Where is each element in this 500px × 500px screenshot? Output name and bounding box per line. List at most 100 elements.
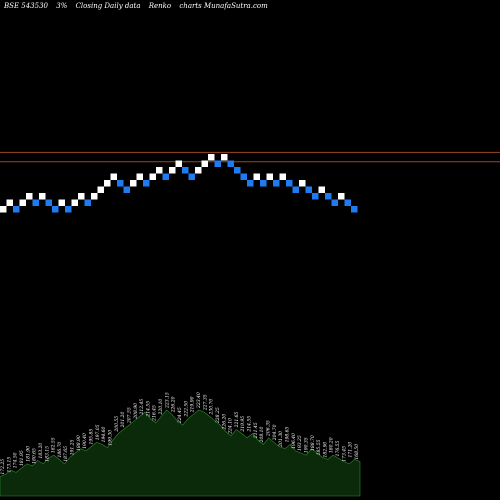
renko-brick-up <box>78 193 85 200</box>
renko-brick-down <box>65 206 72 213</box>
renko-brick-up <box>97 186 104 193</box>
renko-brick-down <box>32 199 39 206</box>
renko-brick-up <box>136 173 143 180</box>
renko-brick-up <box>253 173 260 180</box>
price-label: 181.95 <box>19 450 25 466</box>
price-label: 195.85 <box>89 429 95 445</box>
price-label: 183.15 <box>44 446 50 462</box>
price-label: 181.90 <box>25 446 31 462</box>
renko-brick-down <box>331 199 338 206</box>
price-label: 187.65 <box>63 446 69 462</box>
price-label: 190.35 <box>303 437 309 453</box>
volume-area <box>0 409 361 497</box>
price-label: 201.20 <box>120 411 126 428</box>
renko-brick-up <box>58 199 65 206</box>
renko-brick-up <box>338 193 345 200</box>
renko-brick-up <box>39 193 46 200</box>
price-label: 219.90 <box>190 396 196 413</box>
price-label: 194.60 <box>101 427 107 443</box>
price-label: 212.45 <box>139 399 145 416</box>
renko-brick-down <box>45 199 52 206</box>
renko-brick-up <box>130 180 137 187</box>
price-labels: 172.25 173.15 174.50 181.95 181.90 180.65 183.… <box>0 392 360 475</box>
renko-brick-up <box>6 199 13 206</box>
renko-brick-up <box>221 154 228 161</box>
renko-bricks <box>0 154 358 213</box>
price-label: 176.55 <box>335 440 341 456</box>
renko-brick-down <box>13 206 20 213</box>
price-label: 182.55 <box>51 437 57 453</box>
price-label: 224.45 <box>177 407 183 424</box>
site-label: charts MunafaSutra.com <box>179 2 268 10</box>
renko-brick-up <box>91 193 98 200</box>
chart-header: BSE 543530 3% Closing Daily data Renko c… <box>4 2 274 10</box>
renko-brick-down <box>312 193 319 200</box>
price-label: 226.20 <box>171 396 177 413</box>
price-label: 220.10 <box>158 399 164 416</box>
price-label: 174.50 <box>13 452 19 468</box>
renko-brick-down <box>325 193 332 200</box>
renko-brick-down <box>162 173 169 180</box>
price-label: 214.55 <box>145 401 151 418</box>
renko-brick-up <box>26 193 33 200</box>
renko-brick-up <box>195 167 202 174</box>
price-label: 180.65 <box>32 448 38 464</box>
price-label: 186.70 <box>57 442 63 458</box>
price-label: 193.25 <box>297 435 303 451</box>
renko-brick-down <box>260 180 267 187</box>
renko-brick-up <box>156 167 163 174</box>
price-label: 197.05 <box>95 424 101 440</box>
renko-brick-up <box>279 173 286 180</box>
price-label: 227.35 <box>202 394 208 411</box>
chart-kind-label: Renko <box>148 2 172 10</box>
price-label: 191.25 <box>70 439 76 455</box>
renko-brick-up <box>0 206 7 213</box>
price-label: 230.70 <box>209 399 215 416</box>
renko-brick-down <box>117 180 124 187</box>
renko-brick-up <box>318 186 325 193</box>
price-label: 211.45 <box>253 422 259 439</box>
reference-lines <box>0 151 500 163</box>
price-label: 188.70 <box>310 435 316 451</box>
renko-brick-down <box>234 167 241 174</box>
price-label: 199.30 <box>107 430 113 446</box>
renko-brick-up <box>299 180 306 187</box>
renko-brick-down <box>273 180 280 187</box>
renko-brick-up <box>266 173 273 180</box>
price-label: 206.35 <box>266 420 272 437</box>
renko-brick-up <box>71 199 78 206</box>
price-label: 228.25 <box>215 407 221 424</box>
price-label: 182.90 <box>322 442 328 458</box>
renko-brick-down <box>143 180 150 187</box>
price-label: 221.65 <box>234 411 240 428</box>
renko-brick-down <box>292 186 299 193</box>
price-label: 201.30 <box>278 431 284 448</box>
mode-label: Closing Daily data <box>75 2 141 10</box>
renko-brick-down <box>214 160 221 167</box>
price-label: 200.55 <box>114 416 120 433</box>
renko-brick-up <box>19 199 26 206</box>
price-label: 190.40 <box>82 433 88 449</box>
renko-brick-up <box>149 173 156 180</box>
price-label: 216.45 <box>152 405 158 422</box>
price-label: 183.20 <box>38 443 44 459</box>
price-label: 207.55 <box>126 407 132 424</box>
renko-brick-down <box>52 206 59 213</box>
renko-brick-down <box>344 199 351 206</box>
renko-brick-down <box>182 167 189 174</box>
renko-brick-down <box>227 160 234 167</box>
renko-brick-up <box>208 154 215 161</box>
price-label: 173.45 <box>341 446 347 462</box>
price-label: 224.10 <box>228 418 234 435</box>
price-label: 171.20 <box>348 442 354 458</box>
price-label: 168.50 <box>354 444 360 460</box>
price-label: 223.15 <box>164 392 170 409</box>
price-label: 198.65 <box>284 427 290 443</box>
price-label: 196.40 <box>291 433 297 449</box>
renko-brick-down <box>123 186 130 193</box>
renko-brick-down <box>286 180 293 187</box>
price-label: 180.20 <box>329 437 335 453</box>
price-label: 204.70 <box>272 424 278 441</box>
